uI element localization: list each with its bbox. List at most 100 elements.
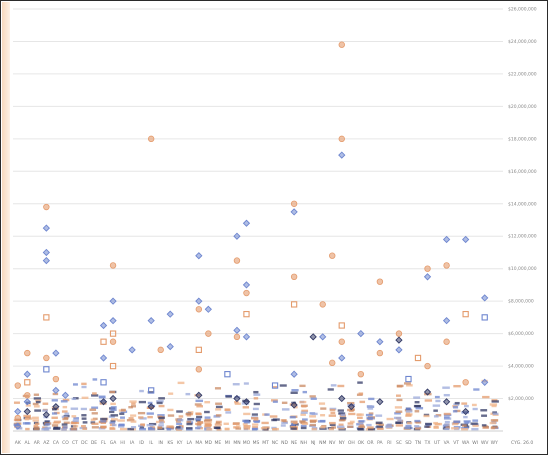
cluster-mark [461, 402, 468, 405]
cluster-mark [330, 384, 337, 387]
circle-point [157, 346, 164, 354]
cluster-mark [394, 412, 401, 415]
cluster-mark [81, 385, 87, 389]
square-point [100, 338, 107, 345]
cluster-mark [300, 424, 307, 428]
cluster-mark [223, 422, 229, 425]
cluster-mark [377, 427, 384, 430]
cluster-mark [81, 425, 86, 428]
square-point [462, 310, 469, 318]
circle-point [43, 203, 50, 211]
cluster-mark [110, 414, 119, 417]
x-tick-label: DC [81, 440, 88, 446]
cluster-mark [300, 426, 307, 430]
cluster-mark [489, 421, 497, 425]
cluster-mark [358, 392, 364, 395]
cluster-mark [281, 421, 288, 425]
cluster-mark [158, 416, 165, 420]
cluster-mark [252, 407, 259, 411]
cluster-mark [64, 412, 70, 415]
cluster-mark [302, 390, 308, 394]
cluster-mark [463, 420, 471, 423]
cluster-mark [290, 426, 298, 429]
cluster-mark [414, 410, 420, 413]
y-tick-label: $12,000,000 [508, 234, 537, 240]
cluster-mark [368, 412, 374, 415]
cluster-mark [433, 415, 439, 418]
diamond-point [357, 329, 365, 338]
cluster-mark [33, 426, 40, 429]
x-tick-label: KS [167, 440, 173, 446]
cluster-mark [33, 405, 40, 408]
cluster-mark [33, 397, 42, 400]
cluster-mark [280, 424, 286, 427]
cluster-mark [336, 425, 345, 428]
diamond-point [14, 407, 22, 416]
cluster-mark [118, 425, 125, 428]
diamond-point [42, 256, 50, 265]
circle-point [243, 289, 250, 297]
cluster-mark [243, 427, 251, 430]
cluster-mark [443, 393, 450, 397]
cluster-mark [442, 386, 450, 389]
x-tick-label: WV [481, 440, 489, 446]
cluster-mark [338, 412, 346, 415]
cluster-mark [195, 399, 204, 403]
cluster-mark [242, 406, 250, 409]
circle-point [443, 262, 450, 269]
y-tick-label: $24,000,000 [508, 39, 537, 45]
cluster-mark [177, 419, 184, 422]
cluster-mark [414, 401, 420, 404]
cluster-mark [117, 419, 125, 422]
cluster-mark [443, 412, 451, 416]
cluster-mark [331, 426, 336, 429]
cluster-mark [44, 426, 51, 430]
x-tick-label: MN [233, 440, 240, 446]
cluster-mark [33, 424, 39, 428]
diamond-point [99, 398, 108, 406]
cluster-mark [130, 420, 137, 423]
x-tick-label: OR [367, 440, 374, 446]
diamond-point [290, 401, 298, 409]
cluster-mark [32, 402, 39, 406]
square-point [290, 301, 298, 308]
diamond-point [376, 338, 384, 346]
square-point [224, 371, 231, 378]
diamond-point [423, 388, 432, 396]
cluster-mark [204, 421, 212, 424]
circle-point [443, 338, 450, 345]
cluster-mark [302, 418, 308, 421]
cluster-mark [491, 426, 498, 429]
x-tick-label: MS [253, 440, 260, 446]
cluster-mark [110, 419, 116, 423]
cluster-mark [415, 406, 424, 410]
cluster-mark [272, 418, 280, 421]
cluster-mark [41, 427, 49, 431]
cluster-mark [470, 422, 478, 425]
diamond-point [52, 386, 60, 395]
cluster-mark [215, 414, 222, 417]
cluster-mark [109, 421, 116, 424]
cluster-mark [281, 419, 287, 422]
cluster-mark [311, 427, 317, 431]
diamond-point [442, 235, 451, 244]
cluster-mark [234, 401, 239, 404]
cluster-mark [281, 408, 290, 411]
cluster-mark [359, 424, 364, 427]
cluster-mark [337, 426, 345, 430]
cluster-mark [158, 424, 164, 427]
cluster-mark [89, 408, 97, 411]
cluster-mark [414, 427, 422, 430]
cluster-mark [91, 394, 99, 397]
cluster-mark [320, 426, 326, 429]
cluster-mark [81, 414, 87, 417]
x-tick-label: KY [177, 440, 183, 446]
cluster-mark [368, 405, 375, 408]
cluster-mark [435, 422, 443, 426]
x-tick-label: WY [491, 440, 498, 446]
cluster-mark [290, 391, 298, 394]
cluster-mark [453, 406, 459, 409]
circle-point [109, 338, 117, 345]
cluster-mark [91, 412, 98, 415]
